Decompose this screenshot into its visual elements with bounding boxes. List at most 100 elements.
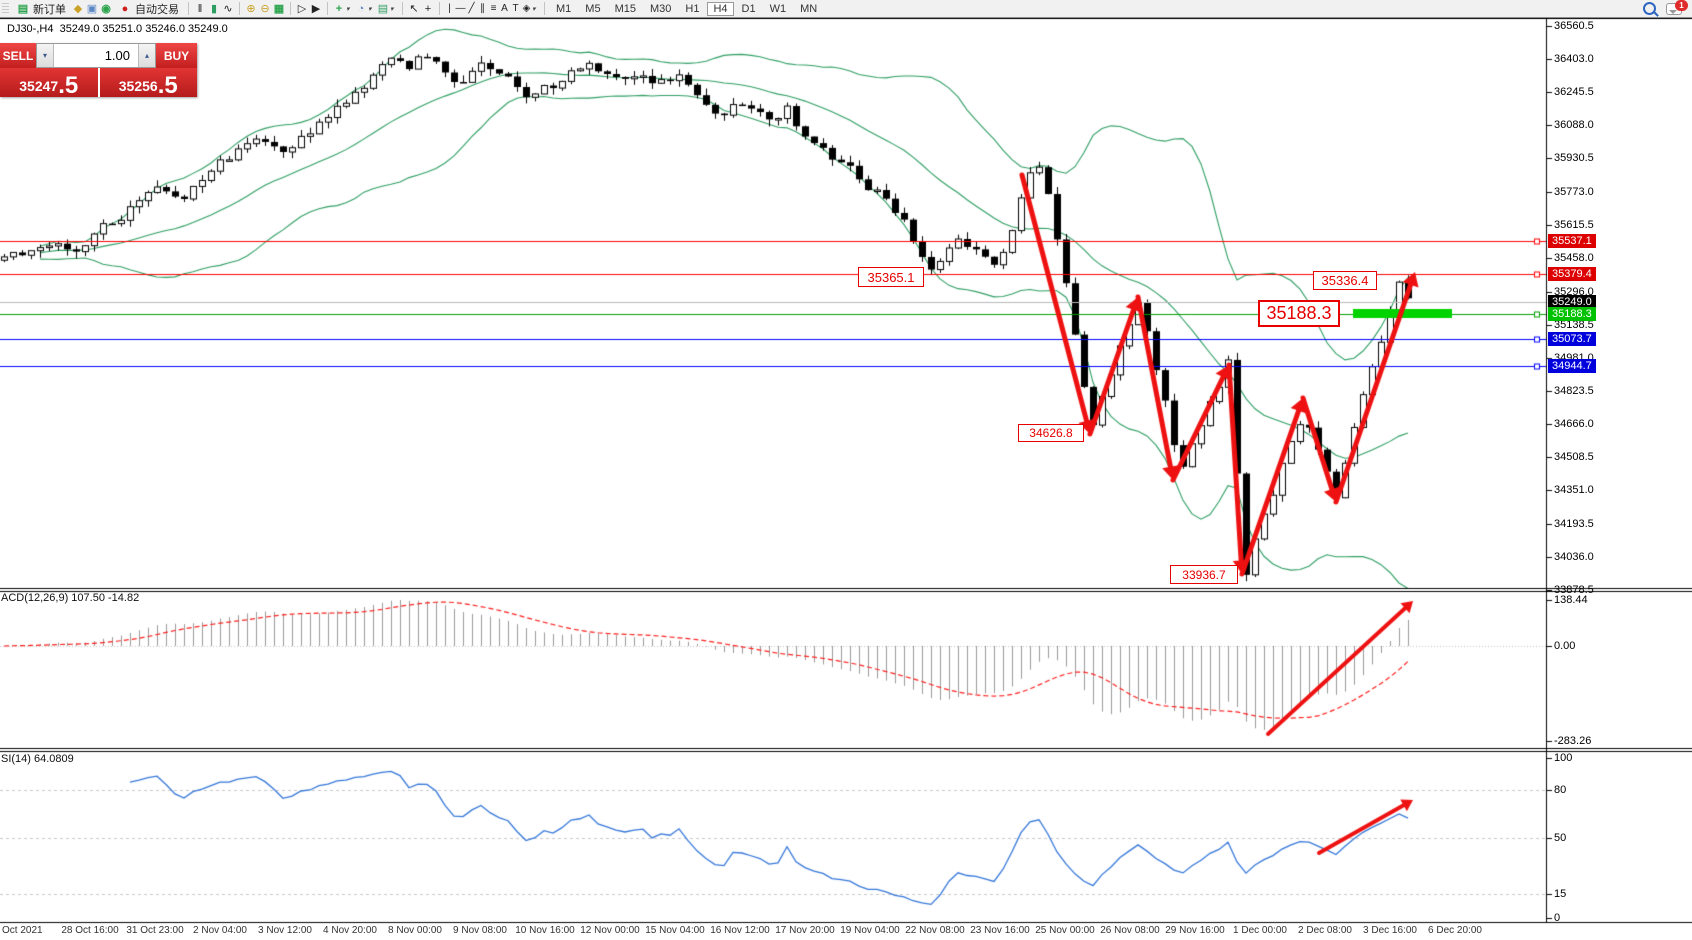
text-tool-icon[interactable]: A xyxy=(501,2,508,14)
price-axis-tick: 33878.5 xyxy=(1554,583,1594,596)
chart-shift-icon[interactable]: ▷ xyxy=(297,2,307,15)
volume-increase-button[interactable]: ▴ xyxy=(138,44,155,67)
volume-stepper: ▾ 1.00 ▴ xyxy=(36,43,156,68)
highlight-zone[interactable] xyxy=(1353,309,1452,318)
timeframe-mn[interactable]: MN xyxy=(800,2,818,15)
timeframe-d1[interactable]: D1 xyxy=(741,2,756,15)
horizontal-line-icon[interactable]: — xyxy=(455,2,466,14)
text-label-tool-icon[interactable]: T xyxy=(512,2,519,14)
macd-axis-tick: 138.44 xyxy=(1554,594,1588,606)
vertical-line-icon[interactable]: | xyxy=(448,2,451,14)
date-axis-label: 2 Dec 08:00 xyxy=(1298,925,1352,936)
autotrade-button[interactable]: ● 自动交易 xyxy=(113,1,184,17)
price-axis-tick: 34508.5 xyxy=(1554,451,1594,464)
candlestick-chart-icon[interactable]: ▮ xyxy=(210,2,218,15)
date-axis-label: 8 Nov 00:00 xyxy=(388,925,442,936)
sell-price[interactable]: 35247.5 xyxy=(0,68,98,98)
toolbar-separator xyxy=(439,2,440,15)
buy-price[interactable]: 35256.5 xyxy=(99,68,197,99)
zoom-out-icon[interactable]: ⊖ xyxy=(260,2,270,15)
bar-chart-icon[interactable]: ‖ xyxy=(197,2,203,15)
shapes-icon[interactable]: ◈ xyxy=(522,2,531,14)
price-axis-tick: 34351.0 xyxy=(1554,484,1594,497)
price-callout-label[interactable]: 33936.7 xyxy=(1170,565,1238,584)
date-axis-label: 10 Nov 16:00 xyxy=(515,925,575,936)
date-axis-label: 28 Oct 16:00 xyxy=(61,925,119,936)
new-order-label: 新订单 xyxy=(33,3,66,16)
buy-button[interactable]: BUY xyxy=(156,43,197,68)
indicators-dropdown-icon[interactable]: ▾ xyxy=(346,5,350,13)
eraser-icon[interactable]: ◆ xyxy=(73,2,83,15)
price-axis-tick: 36560.5 xyxy=(1554,20,1594,32)
notification-badge: 1 xyxy=(1675,0,1688,11)
toolbar-separator xyxy=(544,2,545,15)
macd-axis-tick: -283.26 xyxy=(1554,735,1592,747)
price-callout-label[interactable]: 34626.8 xyxy=(1018,424,1084,442)
price-callout-label[interactable]: 35188.3 xyxy=(1258,300,1340,327)
price-axis-tick: 34036.0 xyxy=(1554,550,1594,563)
date-axis-label: 19 Nov 04:00 xyxy=(840,925,900,936)
date-axis-label: 17 Nov 20:00 xyxy=(775,925,835,936)
price-axis-tick: 34666.0 xyxy=(1554,418,1594,431)
sell-button[interactable]: SELL xyxy=(0,43,36,68)
date-axis-label: 3 Dec 16:00 xyxy=(1363,925,1417,936)
timeframe-m15[interactable]: M15 xyxy=(614,2,636,15)
price-tag: 34944.7 xyxy=(1548,358,1596,373)
price-tag: 35073.7 xyxy=(1548,331,1596,346)
buy-price-frac: .5 xyxy=(157,72,178,99)
templates-dropdown-icon[interactable]: ▾ xyxy=(390,5,394,13)
toolbar-grip[interactable] xyxy=(2,3,9,14)
zoom-in-icon[interactable]: ⊕ xyxy=(246,2,256,15)
date-axis-label: 16 Nov 12:00 xyxy=(710,925,770,936)
line-chart-icon[interactable]: ∿ xyxy=(223,2,233,15)
trendline-icon[interactable]: ╱ xyxy=(468,2,475,14)
volume-input[interactable]: 1.00 xyxy=(104,48,130,63)
rsi-axis-tick: 50 xyxy=(1554,832,1567,844)
new-order-button[interactable]: ▤ 新订单 xyxy=(11,1,71,17)
price-axis-tick: 35458.0 xyxy=(1554,251,1594,264)
date-axis-label: 31 Oct 23:00 xyxy=(126,925,184,936)
date-axis-label: 26 Nov 08:00 xyxy=(1100,925,1160,936)
toolbar-separator xyxy=(290,2,291,15)
timeframe-h1[interactable]: H1 xyxy=(685,2,700,15)
timeframe-m30[interactable]: M30 xyxy=(649,2,672,15)
autotrade-label: 自动交易 xyxy=(135,3,179,16)
tile-windows-icon[interactable]: ▦ xyxy=(273,2,285,15)
shapes-dropdown-icon[interactable]: ▾ xyxy=(532,5,536,13)
equidistant-channel-icon[interactable]: ∥ xyxy=(480,2,485,14)
rsi-axis-tick: 80 xyxy=(1554,784,1567,796)
fibonacci-icon[interactable]: ≡ xyxy=(490,2,497,14)
cursor-icon[interactable]: ↖ xyxy=(409,2,419,15)
templates-icon[interactable]: ▤ xyxy=(377,2,389,15)
date-axis-label: 22 Nov 08:00 xyxy=(905,925,965,936)
periods-dropdown-icon[interactable]: ▾ xyxy=(368,5,372,13)
date-axis-label: 23 Nov 16:00 xyxy=(970,925,1030,936)
toolbar-separator xyxy=(327,2,328,15)
sell-price-main: 35247 xyxy=(19,78,59,94)
crosshair-icon[interactable]: + xyxy=(424,2,432,15)
search-icon[interactable] xyxy=(1643,2,1656,15)
rsi-indicator-label: SI(14) 64.0809 xyxy=(1,753,74,765)
timeframe-h4[interactable]: H4 xyxy=(707,1,734,16)
volume-decrease-button[interactable]: ▾ xyxy=(37,44,54,67)
one-click-trading-widget: SELL ▾ 1.00 ▴ BUY 35247.5 35256.5 xyxy=(0,43,197,99)
expert-advisors-icon[interactable]: ▣ xyxy=(86,2,98,15)
price-callout-label[interactable]: 35365.1 xyxy=(858,267,924,287)
indicators-icon[interactable]: + xyxy=(335,2,343,15)
timeframe-w1[interactable]: W1 xyxy=(769,2,787,15)
date-axis-label: 12 Nov 00:00 xyxy=(580,925,640,936)
timeframe-m5[interactable]: M5 xyxy=(585,2,601,15)
timeframe-bar: M1 M5 M15 M30 H1 H4 D1 W1 MN xyxy=(549,1,824,16)
chart-title-ohlc: DJ30-,H4 35249.0 35251.0 35246.0 35249.0 xyxy=(7,23,228,35)
notifications-icon[interactable]: 1 xyxy=(1666,0,1688,15)
price-callout-label[interactable]: 35336.4 xyxy=(1313,271,1377,290)
date-axis-label: 4 Nov 20:00 xyxy=(323,925,377,936)
auto-scroll-icon[interactable]: ▶ xyxy=(311,2,321,15)
signals-icon[interactable]: ◉ xyxy=(101,2,111,15)
timeframe-m1[interactable]: M1 xyxy=(556,2,572,15)
date-axis-label: 9 Nov 08:00 xyxy=(453,925,507,936)
date-axis-label: 1 Dec 00:00 xyxy=(1233,925,1287,936)
periods-icon[interactable]: ◔ xyxy=(357,2,365,15)
price-axis-tick: 35615.5 xyxy=(1554,218,1594,231)
